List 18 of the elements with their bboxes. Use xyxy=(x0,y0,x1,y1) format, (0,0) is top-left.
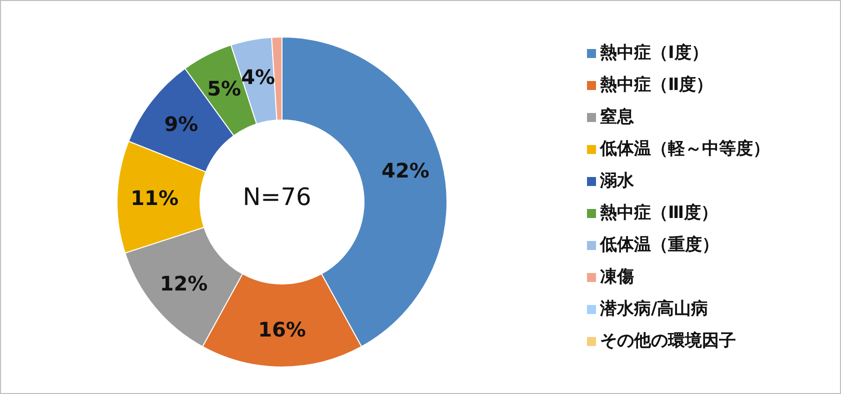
legend-label: 熱中症（Ⅱ度） xyxy=(600,75,714,95)
data-label: 16% xyxy=(258,318,306,342)
data-label: 4% xyxy=(241,64,276,89)
legend-label: その他の環境因子 xyxy=(600,331,736,351)
data-label: 12% xyxy=(160,271,208,296)
legend-label: 溺水 xyxy=(600,171,634,191)
legend-label: 低体温（重度） xyxy=(600,235,719,255)
data-label: 9% xyxy=(164,112,198,136)
data-label: 42% xyxy=(382,158,430,182)
legend-label: 熱中症（Ⅲ度） xyxy=(600,203,718,223)
legend-label: 凍傷 xyxy=(600,267,634,287)
data-label: 5% xyxy=(207,76,242,100)
legend-label: 熱中症（Ⅰ度） xyxy=(600,43,708,63)
legend-label: 潜水病/高山病 xyxy=(600,299,708,319)
legend-label: 低体温（軽～中等度） xyxy=(600,139,770,159)
legend-label: 窒息 xyxy=(600,107,634,127)
data-label: 11% xyxy=(130,186,178,210)
text: N=76 xyxy=(242,183,312,211)
